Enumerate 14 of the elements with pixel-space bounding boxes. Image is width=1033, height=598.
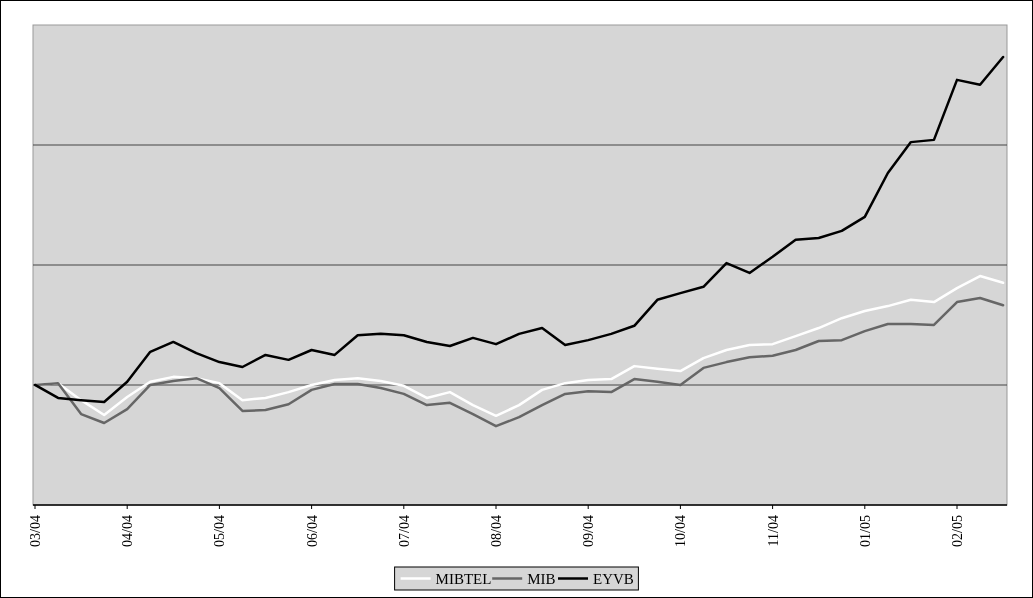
x-tick-label: 09/04 xyxy=(581,515,597,547)
x-tick-label: 03/04 xyxy=(28,515,43,547)
x-tick-label: 02/05 xyxy=(950,515,965,547)
legend-label: EYVB xyxy=(593,570,634,587)
x-tick-label: 04/04 xyxy=(120,515,136,547)
x-tick-label: 08/04 xyxy=(489,515,504,547)
x-tick-label: 01/05 xyxy=(857,515,873,547)
x-tick-label: 11/04 xyxy=(765,515,781,547)
x-tick-label: 06/04 xyxy=(304,515,320,547)
legend-label: MIBTEL xyxy=(435,570,492,587)
x-tick-label: 05/04 xyxy=(212,515,228,547)
x-tick-label: 07/04 xyxy=(396,515,412,547)
x-tick-label: 10/04 xyxy=(673,515,689,547)
legend-label: MIB xyxy=(527,570,556,587)
